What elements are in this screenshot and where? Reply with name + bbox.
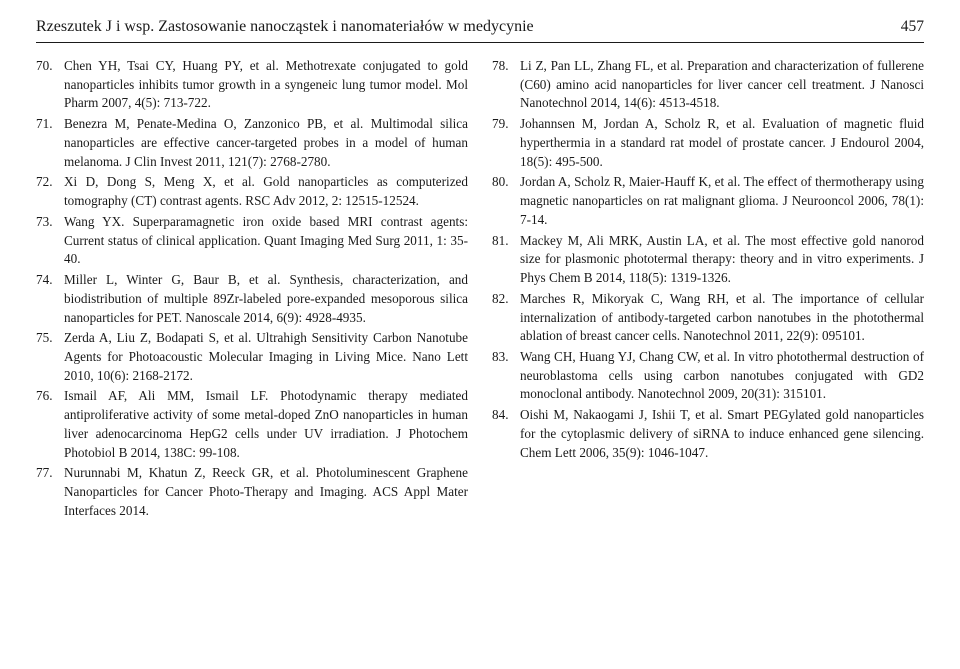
reference-item: 78.Li Z, Pan LL, Zhang FL, et al. Prepar… <box>492 57 924 113</box>
reference-item: 82.Marches R, Mikoryak C, Wang RH, et al… <box>492 290 924 346</box>
reference-number: 73. <box>36 213 64 269</box>
reference-number: 84. <box>492 406 520 462</box>
reference-number: 80. <box>492 173 520 229</box>
reference-text: Ismail AF, Ali MM, Ismail LF. Photodynam… <box>64 387 468 462</box>
reference-number: 83. <box>492 348 520 404</box>
reference-text: Jordan A, Scholz R, Maier-Hauff K, et al… <box>520 173 924 229</box>
reference-number: 82. <box>492 290 520 346</box>
reference-text: Wang CH, Huang YJ, Chang CW, et al. In v… <box>520 348 924 404</box>
reference-text: Zerda A, Liu Z, Bodapati S, et al. Ultra… <box>64 329 468 385</box>
reference-item: 80.Jordan A, Scholz R, Maier-Hauff K, et… <box>492 173 924 229</box>
reference-text: Benezra M, Penate-Medina O, Zanzonico PB… <box>64 115 468 171</box>
reference-number: 81. <box>492 232 520 288</box>
reference-number: 75. <box>36 329 64 385</box>
reference-number: 76. <box>36 387 64 462</box>
header-title: Rzeszutek J i wsp. Zastosowanie nanocząs… <box>36 18 534 36</box>
column-right: 78.Li Z, Pan LL, Zhang FL, et al. Prepar… <box>492 57 924 523</box>
reference-text: Li Z, Pan LL, Zhang FL, et al. Preparati… <box>520 57 924 113</box>
reference-item: 71.Benezra M, Penate-Medina O, Zanzonico… <box>36 115 468 171</box>
reference-text: Oishi M, Nakaogami J, Ishii T, et al. Sm… <box>520 406 924 462</box>
reference-item: 75.Zerda A, Liu Z, Bodapati S, et al. Ul… <box>36 329 468 385</box>
reference-item: 81.Mackey M, Ali MRK, Austin LA, et al. … <box>492 232 924 288</box>
reference-text: Xi D, Dong S, Meng X, et al. Gold nanopa… <box>64 173 468 210</box>
reference-text: Johannsen M, Jordan A, Scholz R, et al. … <box>520 115 924 171</box>
reference-item: 74.Miller L, Winter G, Baur B, et al. Sy… <box>36 271 468 327</box>
reference-item: 77.Nurunnabi M, Khatun Z, Reeck GR, et a… <box>36 464 468 520</box>
reference-text: Nurunnabi M, Khatun Z, Reeck GR, et al. … <box>64 464 468 520</box>
reference-item: 73.Wang YX. Superparamagnetic iron oxide… <box>36 213 468 269</box>
column-left: 70.Chen YH, Tsai CY, Huang PY, et al. Me… <box>36 57 468 523</box>
reference-text: Chen YH, Tsai CY, Huang PY, et al. Metho… <box>64 57 468 113</box>
reference-item: 79.Johannsen M, Jordan A, Scholz R, et a… <box>492 115 924 171</box>
reference-number: 71. <box>36 115 64 171</box>
columns: 70.Chen YH, Tsai CY, Huang PY, et al. Me… <box>36 57 924 523</box>
page-container: Rzeszutek J i wsp. Zastosowanie nanocząs… <box>0 0 960 523</box>
reference-item: 76.Ismail AF, Ali MM, Ismail LF. Photody… <box>36 387 468 462</box>
reference-item: 84.Oishi M, Nakaogami J, Ishii T, et al.… <box>492 406 924 462</box>
reference-number: 72. <box>36 173 64 210</box>
reference-text: Wang YX. Superparamagnetic iron oxide ba… <box>64 213 468 269</box>
reference-number: 77. <box>36 464 64 520</box>
reference-number: 74. <box>36 271 64 327</box>
reference-item: 72.Xi D, Dong S, Meng X, et al. Gold nan… <box>36 173 468 210</box>
reference-text: Marches R, Mikoryak C, Wang RH, et al. T… <box>520 290 924 346</box>
reference-number: 79. <box>492 115 520 171</box>
page-header: Rzeszutek J i wsp. Zastosowanie nanocząs… <box>36 18 924 43</box>
reference-item: 70.Chen YH, Tsai CY, Huang PY, et al. Me… <box>36 57 468 113</box>
header-page-number: 457 <box>901 18 924 36</box>
reference-item: 83.Wang CH, Huang YJ, Chang CW, et al. I… <box>492 348 924 404</box>
reference-number: 78. <box>492 57 520 113</box>
reference-text: Miller L, Winter G, Baur B, et al. Synth… <box>64 271 468 327</box>
reference-text: Mackey M, Ali MRK, Austin LA, et al. The… <box>520 232 924 288</box>
reference-number: 70. <box>36 57 64 113</box>
